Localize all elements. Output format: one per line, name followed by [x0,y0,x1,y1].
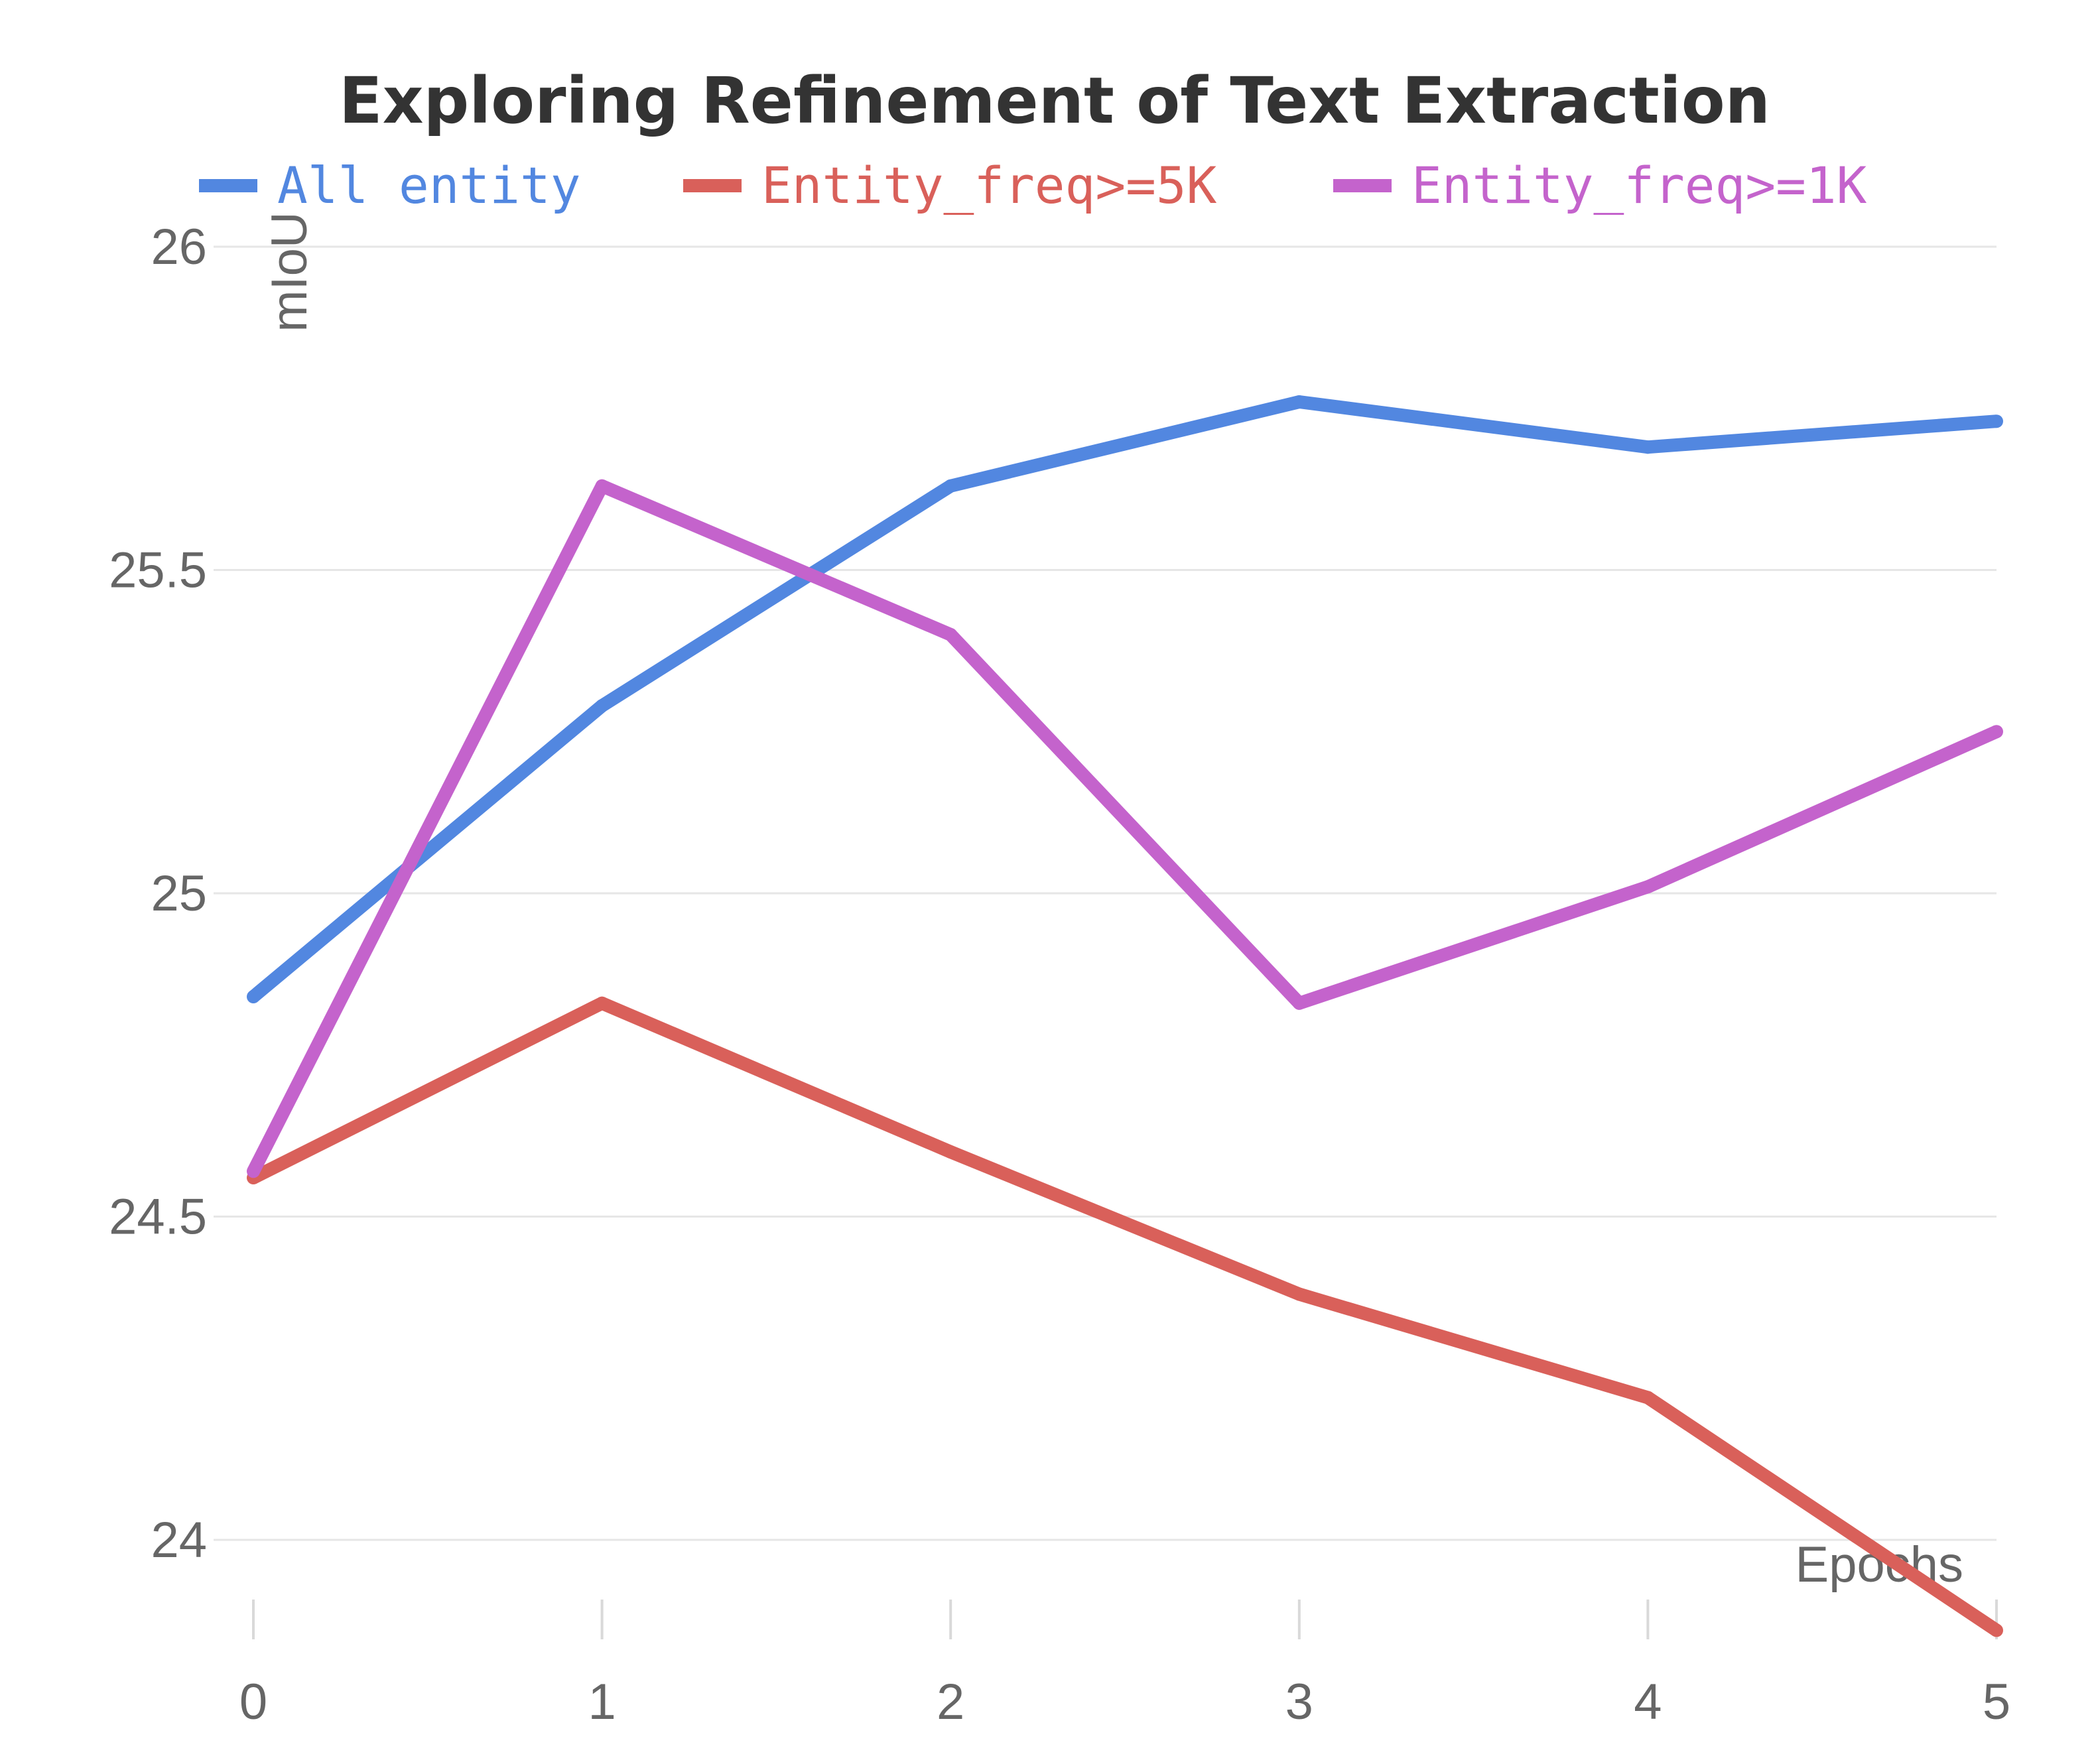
y-axis-label: mIoU [261,212,318,332]
data-point [944,479,958,493]
data-point [1641,440,1655,454]
data-point [1641,1391,1655,1405]
x-tick-label: 2 [937,1674,964,1730]
series-line-1 [249,395,1997,1002]
chart-title: Exploring Refinement of Text Extraction [339,64,1770,138]
data-point [1292,1287,1306,1301]
x-tick-label: 4 [1634,1674,1662,1730]
data-point [1990,725,2003,739]
y-tick-label: 25.5 [109,542,207,599]
legend: All entity Entity_freq>=5K Entity_freq>=1K [199,156,1867,215]
y-axis: 24 24.5 25 25.5 26 [109,219,207,1568]
x-tick-label: 1 [588,1674,616,1730]
data-point [1292,996,1306,1010]
series-line-2 [250,996,2000,1636]
y-tick-label: 26 [151,219,207,275]
series-layer [247,395,2003,1637]
data-point [595,996,609,1010]
y-tick-label: 24.5 [109,1189,207,1245]
y-tick-label: 24 [151,1512,207,1568]
legend-label: Entity_freq>=1K [1411,156,1867,215]
x-tick-label: 0 [239,1674,267,1730]
data-point [1641,880,1655,894]
data-point [1292,395,1306,409]
series-line-3 [247,479,2000,1174]
legend-label: All entity [277,156,581,215]
x-axis: 0 1 2 3 4 5 [239,1600,2010,1730]
x-tick-label: 5 [1983,1674,2010,1730]
data-point [595,479,609,493]
data-point [944,628,958,641]
data-point [247,1165,260,1178]
data-point [1990,1623,2003,1637]
data-point [247,990,260,1003]
data-point [944,1145,958,1159]
y-tick-label: 25 [151,865,207,922]
x-tick-label: 3 [1285,1674,1313,1730]
legend-label: Entity_freq>=5K [761,156,1217,215]
data-point [595,699,609,713]
data-point [1990,414,2003,428]
